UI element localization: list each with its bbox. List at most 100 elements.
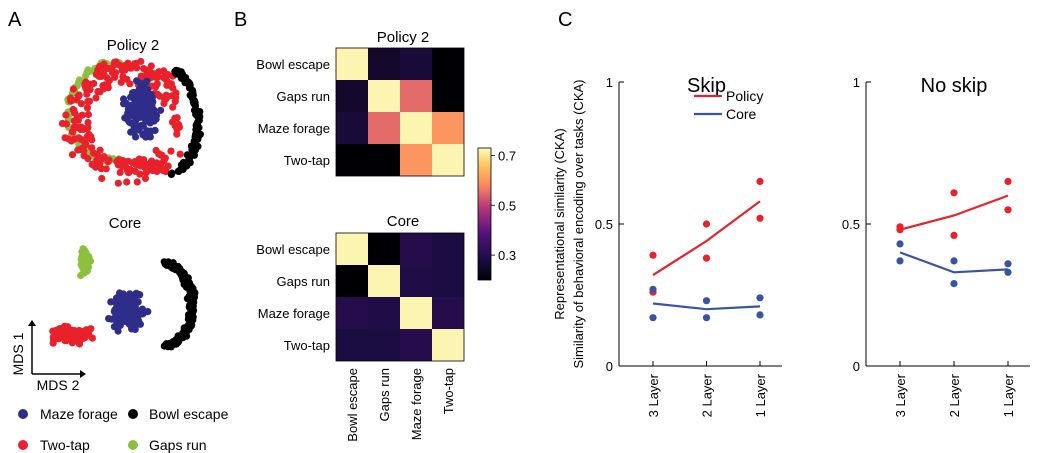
mds-point-two-tap — [111, 73, 119, 81]
mds-point-two-tap — [92, 94, 100, 102]
heatmap-core-cell — [432, 233, 464, 265]
mds-point-two-tap — [70, 106, 78, 114]
mds-point-two-tap — [105, 156, 113, 164]
mds-point-two-tap — [155, 150, 163, 158]
mds-point-two-tap — [164, 162, 172, 170]
mds-point-two-tap — [137, 72, 145, 80]
mds-point-two-tap — [73, 96, 81, 104]
noskip-point-core — [896, 257, 904, 265]
mds-point-bowl-escape — [187, 303, 195, 311]
heatmap-policy-title: Policy 2 — [377, 29, 430, 46]
mds-legend: Maze forage Bowl escape Two-tap Gaps run — [18, 406, 229, 453]
mds-point-two-tap — [96, 146, 104, 154]
heatmap-policy-cell — [368, 80, 400, 112]
mds-point-gaps-run — [75, 78, 83, 86]
heatmap-core-cell — [336, 297, 368, 329]
mds-point-maze-forage — [115, 289, 124, 297]
mds-point-two-tap — [68, 151, 77, 159]
mds-point-maze-forage — [157, 106, 165, 114]
mds-point-two-tap — [169, 103, 177, 111]
noskip-point-policy — [1004, 206, 1012, 214]
mds-point-two-tap — [140, 65, 148, 73]
mds-point-gaps-run — [84, 66, 92, 74]
heatmap-core-cell — [432, 297, 464, 329]
mds-point-bowl-escape — [188, 94, 196, 102]
colorbar-tick-label: 0.5 — [498, 198, 516, 213]
line-chart-no-skip: 0 0.5 1 3 Layer 2 Layer 1 Layer No skip — [842, 75, 1030, 417]
heatmap-policy-cell — [368, 144, 400, 176]
mds-point-two-tap — [167, 147, 175, 155]
skip-point-core — [756, 311, 764, 319]
heatmap-policy-row-label: Maze forage — [258, 121, 330, 136]
mds-point-two-tap — [96, 62, 104, 70]
legend-dot-gaps-run — [128, 440, 138, 450]
noskip-point-policy — [950, 231, 958, 239]
skip-legend-label: Core — [726, 106, 757, 122]
colorbar — [477, 147, 492, 281]
mds-point-maze-forage — [131, 324, 139, 332]
noskip-y-tick-label: 0 — [853, 359, 860, 374]
mds-point-maze-forage — [152, 115, 160, 123]
mds-point-two-tap — [164, 71, 172, 79]
legend-label-bowl-escape: Bowl escape — [149, 406, 229, 422]
legend-dot-maze-forage — [18, 409, 28, 419]
heatmap-policy-cell — [336, 48, 368, 80]
mds-point-two-tap — [128, 159, 137, 167]
mds-point-two-tap — [171, 97, 179, 106]
mds-point-maze-forage — [144, 96, 152, 104]
mds-axis-y-label: MDS 1 — [10, 332, 26, 375]
mds-point-two-tap — [175, 123, 183, 131]
mds-point-two-tap — [121, 66, 129, 74]
skip-line-policy — [652, 200, 761, 277]
colorbar-tick-label: 0.3 — [498, 248, 516, 263]
mds-point-two-tap — [62, 334, 70, 343]
skip-point-policy — [702, 220, 711, 228]
heatmap-policy-row-label: Two-tap — [284, 153, 330, 168]
heatmap-policy-cell — [432, 80, 464, 112]
mds-point-two-tap — [159, 166, 167, 174]
mds-point-two-tap — [66, 95, 75, 103]
mds-point-two-tap — [123, 178, 131, 186]
mds-point-two-tap — [75, 340, 84, 348]
mds-point-maze-forage — [121, 114, 129, 122]
mds-point-two-tap — [176, 150, 184, 158]
heatmap-core-title: Core — [387, 213, 420, 230]
heatmap-policy-cell — [400, 144, 432, 176]
mds-point-maze-forage — [146, 117, 154, 125]
heatmap-core-cell — [432, 265, 464, 297]
heatmap-x-label: Two-tap — [441, 368, 456, 414]
skip-point-core — [756, 294, 764, 302]
heatmap-core-cell — [336, 265, 368, 297]
panel-label-c: C — [558, 9, 572, 31]
mds-point-two-tap — [80, 146, 88, 155]
skip-x-tick-label: 2 Layer — [700, 373, 715, 417]
legend-dot-two-tap — [18, 440, 28, 450]
mds-point-two-tap — [110, 61, 118, 69]
mds-point-two-tap — [152, 83, 160, 91]
skip-x-tick-label: 1 Layer — [753, 373, 768, 417]
mds-point-bowl-escape — [191, 146, 200, 154]
mds-point-maze-forage — [128, 111, 136, 119]
mds-point-maze-forage — [148, 107, 156, 115]
heatmap-policy-cell — [336, 144, 368, 176]
heatmap-x-label: Maze forage — [409, 368, 424, 440]
noskip-point-core — [1004, 268, 1012, 276]
mds-point-two-tap — [171, 114, 179, 122]
mds-point-two-tap — [83, 80, 91, 88]
skip-point-policy — [756, 177, 764, 185]
mds-point-two-tap — [87, 325, 95, 333]
mds-point-two-tap — [162, 95, 170, 103]
skip-y-tick-label: 0.5 — [595, 217, 613, 232]
mds-point-two-tap — [58, 119, 66, 128]
mds-point-bowl-escape — [192, 110, 200, 118]
noskip-point-core — [950, 257, 958, 265]
mds-point-maze-forage — [139, 96, 147, 104]
mds-point-bowl-escape — [186, 282, 194, 290]
mds-point-two-tap — [127, 64, 135, 72]
mds-point-maze-forage — [120, 305, 128, 313]
heatmap-policy-cell — [400, 48, 432, 80]
skip-line-core — [652, 302, 761, 311]
mds-point-two-tap — [114, 179, 122, 187]
mds-point-two-tap — [80, 152, 88, 160]
